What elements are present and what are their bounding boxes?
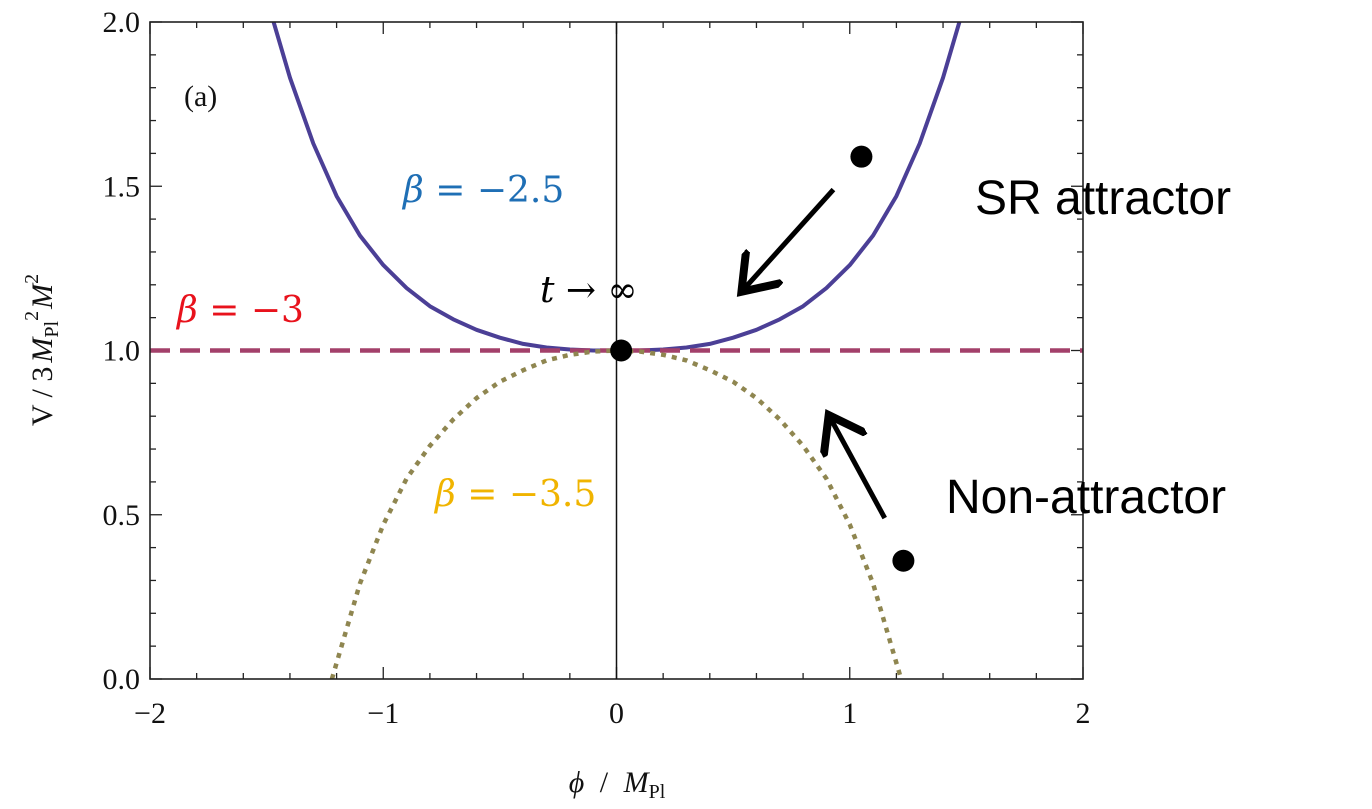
sr-attractor-label: SR attractor (975, 172, 1231, 225)
x-tick-label: −1 (367, 697, 399, 730)
series-label-beta-2-5: β = −2.5 (401, 170, 564, 211)
flow-arrows (745, 187, 887, 520)
y-tick-label: 1.5 (103, 170, 141, 203)
series-label-beta-3: β = −3 (175, 290, 304, 331)
state-point (610, 339, 633, 362)
non-attractor-label: Non-attractor (946, 471, 1226, 524)
y-axis-title: V / 3MPl2M2 (21, 274, 63, 426)
y-tick-label: 0.5 (103, 499, 141, 532)
x-tick-label: 0 (609, 697, 624, 730)
y-tick-label: 0.0 (103, 663, 141, 696)
flow-arrow (831, 419, 887, 520)
x-axis-title: ϕ / MPl (569, 766, 666, 803)
panel-label: (a) (184, 80, 217, 113)
y-tick-label: 2.0 (103, 6, 141, 39)
state-point (892, 549, 915, 572)
x-tick-label: −2 (134, 697, 166, 730)
x-tick-label: 2 (1076, 697, 1091, 730)
flow-arrow (745, 187, 836, 289)
tick-labels: −2 −1 0 1 2 0.0 0.5 1.0 1.5 2.0 (103, 6, 1091, 730)
state-point (850, 145, 873, 168)
series-label-beta-3-5: β = −3.5 (433, 474, 596, 515)
t-infinity-label: t → ∞ (540, 270, 638, 311)
state-points (610, 145, 915, 572)
y-tick-label: 1.0 (103, 335, 141, 368)
series-line-2 (329, 348, 904, 679)
x-tick-label: 1 (842, 697, 857, 730)
